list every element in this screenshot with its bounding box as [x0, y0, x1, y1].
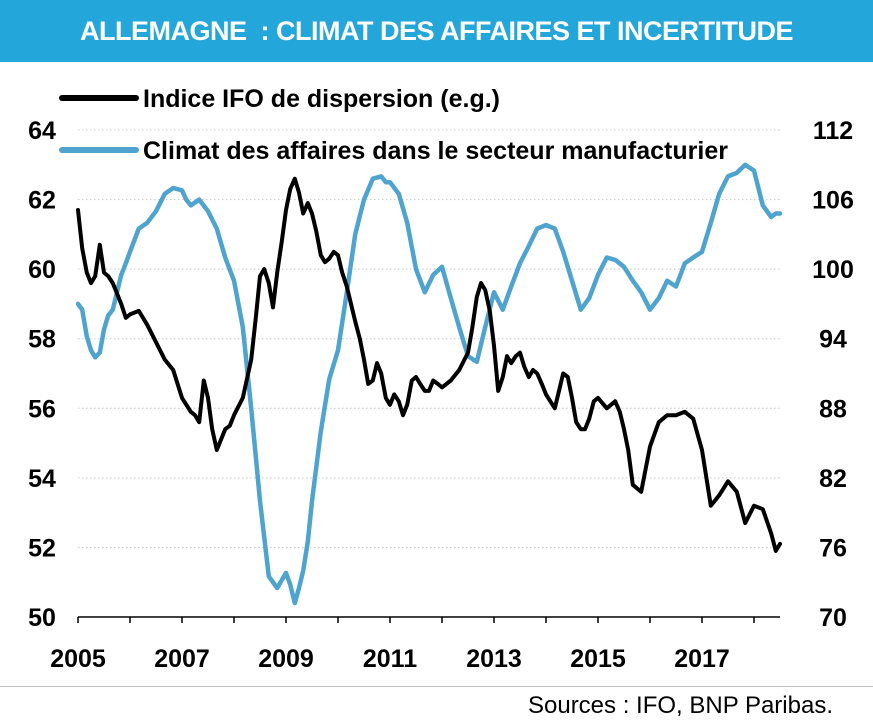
left-axis-tick-label: 62	[28, 187, 56, 215]
right-axis-tick-label: 76	[819, 534, 847, 562]
left-axis-tick-label: 54	[28, 465, 56, 493]
chart-title: ALLEMAGNE : CLIMAT DES AFFAIRES ET INCER…	[80, 15, 794, 46]
left-axis-tick-label: 56	[28, 395, 56, 423]
left-axis-tick-label: 52	[28, 534, 56, 562]
right-axis-tick-label: 100	[812, 256, 854, 284]
chart: 64 62 60 58 56 54 52 50 112 106 100 94 88 82 76 70 2005 2…	[28, 85, 854, 673]
x-axis-tick-label: 2015	[570, 645, 626, 673]
left-axis-tick-label: 64	[28, 117, 56, 145]
legend-label: Indice IFO de dispersion (e.g.)	[143, 85, 500, 113]
x-axis-tick-label: 2005	[50, 645, 106, 673]
title-bar: ALLEMAGNE : CLIMAT DES AFFAIRES ET INCER…	[0, 0, 873, 62]
right-axis-tick-label: 88	[819, 395, 847, 423]
source-note: Sources : IFO, BNP Paribas.	[527, 692, 833, 719]
legend-label: Climat des affaires dans le secteur manu…	[143, 137, 728, 165]
right-axis-tick-label: 106	[812, 187, 854, 215]
x-axis-tick-label: 2013	[466, 645, 522, 673]
series-line-ifo-dispersion	[76, 176, 782, 553]
left-axis-tick-label: 60	[28, 256, 56, 284]
right-axis-tick-label: 94	[819, 326, 847, 354]
right-axis-tick-label: 82	[819, 465, 847, 493]
footer-divider	[0, 686, 873, 687]
x-axis-tick-label: 2007	[154, 645, 210, 673]
series-line-manufacturing-climate	[75, 162, 783, 606]
right-axis-tick-label: 70	[819, 604, 847, 632]
right-axis-tick-label: 112	[813, 117, 853, 145]
x-axis-tick-label: 2011	[363, 645, 417, 673]
x-axis-tick-label: 2017	[674, 645, 730, 673]
x-axis-tick-label: 2009	[258, 645, 314, 673]
left-axis-tick-label: 50	[28, 604, 56, 632]
left-axis-tick-label: 58	[28, 326, 56, 354]
